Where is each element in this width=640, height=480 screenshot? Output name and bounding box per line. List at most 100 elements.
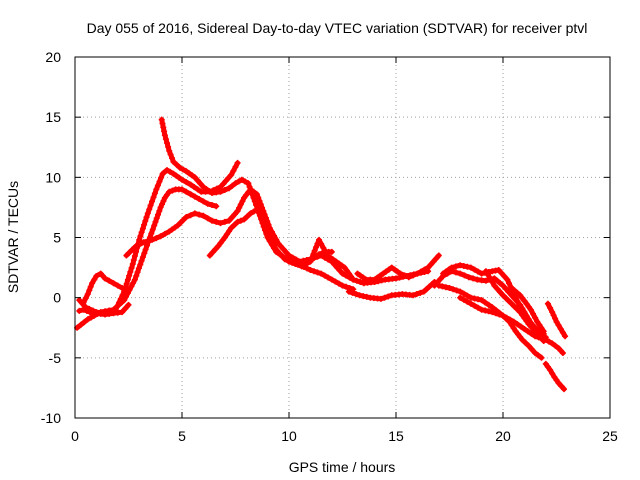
data-point (144, 210, 151, 217)
data-point (261, 220, 268, 227)
data-point (191, 184, 198, 190)
data-point (157, 204, 164, 211)
data-point (165, 143, 172, 150)
grid (75, 57, 610, 418)
data-point (452, 263, 459, 270)
data-point (250, 208, 257, 215)
data-point (196, 211, 203, 218)
data-point (485, 308, 492, 315)
data-point (401, 272, 408, 279)
series-track-12 (457, 294, 566, 356)
data-point (183, 214, 190, 220)
data-point (311, 268, 317, 275)
data-point (256, 197, 263, 204)
x-tick-label: 20 (495, 428, 511, 444)
x-tick-label: 25 (602, 428, 618, 444)
data-point (437, 276, 444, 283)
data-point (125, 301, 132, 308)
data-point (250, 188, 257, 195)
data-point (258, 213, 265, 220)
data-point (450, 286, 457, 293)
data-point (502, 285, 509, 292)
data-point (304, 265, 311, 272)
data-point (321, 272, 328, 279)
data-point (247, 210, 254, 217)
data-point (161, 132, 168, 139)
data-point (247, 186, 254, 193)
data-point (555, 322, 562, 329)
data-point (126, 286, 133, 293)
data-point (140, 239, 147, 246)
data-point (421, 266, 428, 273)
series-track-18 (76, 301, 132, 318)
series-track-4 (123, 186, 357, 283)
data-point (155, 211, 161, 218)
data-point (503, 314, 510, 321)
data-point (452, 269, 459, 276)
data-point (273, 236, 280, 243)
data-point (353, 291, 360, 298)
data-point (228, 224, 235, 231)
data-point (553, 318, 560, 325)
data-point (204, 215, 211, 222)
series-track-13 (482, 268, 549, 341)
data-point (418, 268, 424, 275)
data-point (149, 226, 156, 233)
data-point (130, 257, 137, 263)
data-point (435, 252, 442, 259)
data-point (528, 330, 535, 337)
data-point (433, 255, 440, 262)
data-point (255, 194, 262, 201)
data-point (516, 301, 523, 308)
data-point (166, 147, 173, 154)
data-point (102, 275, 108, 282)
data-point (298, 263, 305, 270)
data-point (137, 261, 144, 268)
data-point (167, 151, 174, 158)
data-point (231, 211, 238, 218)
data-point (536, 321, 543, 328)
data-point (256, 210, 262, 216)
data-point (410, 292, 417, 299)
data-point (173, 161, 180, 168)
data-point (228, 214, 235, 221)
data-point (482, 277, 489, 284)
data-point (149, 198, 155, 205)
data-point (461, 272, 468, 279)
data-point (164, 140, 170, 146)
data-point (76, 307, 83, 314)
data-point (146, 206, 153, 213)
data-point (164, 167, 170, 174)
data-point (131, 253, 138, 259)
x-tick-label: 0 (71, 428, 79, 444)
data-point (158, 116, 165, 123)
data-point (217, 220, 224, 227)
data-point (187, 212, 194, 219)
series-line (483, 268, 549, 340)
data-point (356, 292, 363, 299)
y-tick-label: 15 (45, 109, 61, 125)
data-point (129, 246, 136, 253)
data-point (153, 186, 160, 193)
data-point (350, 276, 357, 283)
y-tick-label: 20 (45, 49, 61, 65)
data-point (453, 287, 460, 294)
data-point (508, 300, 515, 307)
data-point (487, 275, 494, 282)
x-tick-label: 15 (388, 428, 404, 444)
data-point (397, 270, 404, 277)
chart-title: Day 055 of 2016, Sidereal Day-to-day VTE… (87, 20, 588, 36)
data-point (489, 279, 496, 285)
data-point (174, 222, 181, 229)
data-point (505, 297, 512, 304)
data-point (230, 167, 237, 174)
data-point (475, 268, 481, 275)
data-point (200, 212, 207, 219)
data-point (467, 294, 474, 301)
data-point (519, 336, 526, 343)
data-point (328, 248, 335, 255)
data-point (126, 272, 133, 279)
series-track-15 (544, 300, 569, 340)
data-point (318, 270, 325, 277)
data-point (559, 350, 566, 356)
